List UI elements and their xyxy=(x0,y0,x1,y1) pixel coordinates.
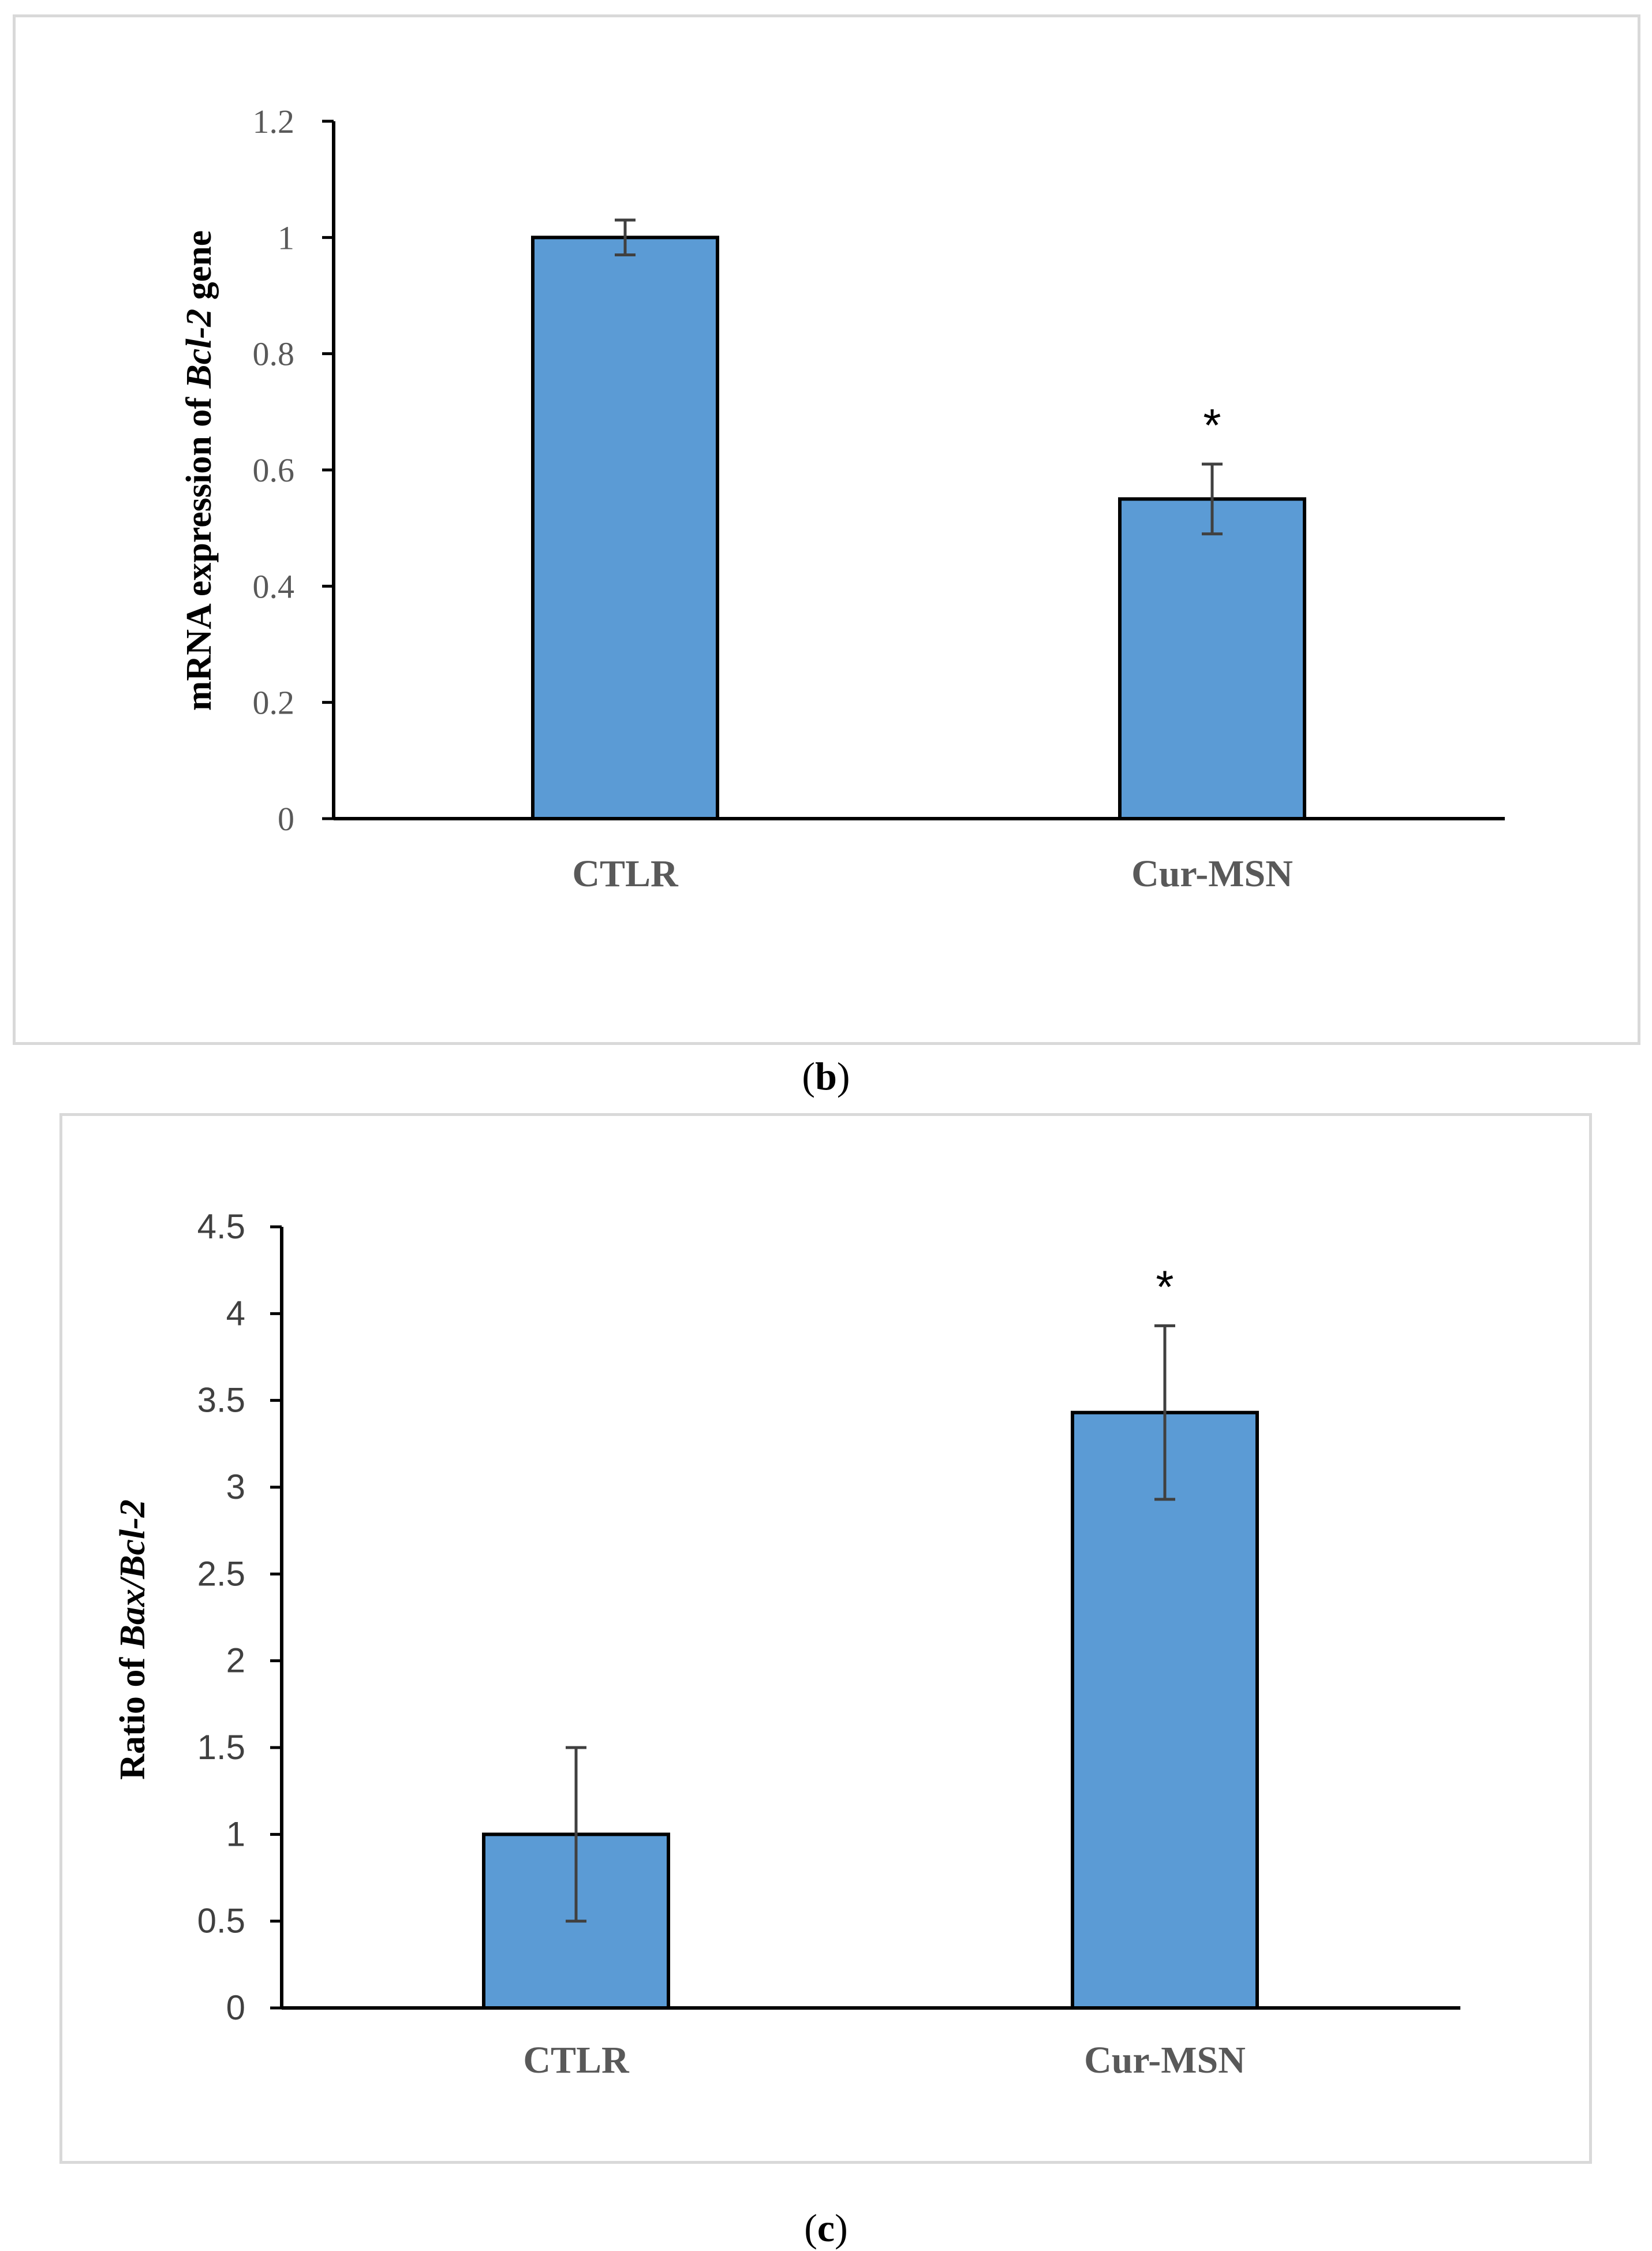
chart-c-y-tick-label: 1 xyxy=(226,1815,245,1853)
chart-c-y-tick-label: 4 xyxy=(226,1294,245,1332)
chart-b-y-tick-label: 0.8 xyxy=(253,335,295,373)
chart-c-y-tick-label: 0 xyxy=(226,1988,245,2027)
chart-b-significance-marker: * xyxy=(1203,400,1221,451)
chart-b-x-tick-label: CTLR xyxy=(572,853,679,895)
chart-c-y-tick-label: 1.5 xyxy=(197,1728,245,1767)
chart-b-y-tick-label: 0.2 xyxy=(253,684,295,722)
chart-c-y-tick-label: 4.5 xyxy=(197,1207,245,1246)
chart-c-y-axis-label: Ratio of Bax/Bcl-2 xyxy=(113,1499,152,1780)
chart-c-x-tick-label: Cur-MSN xyxy=(1084,2039,1246,2081)
chart-c-y-tick-label: 0.5 xyxy=(197,1902,245,1940)
chart-c-y-axis-label-part: Bax/Bcl-2 xyxy=(113,1499,152,1649)
chart-panel-c xyxy=(59,1113,1592,2164)
caption-b: (b) xyxy=(0,1054,1652,1099)
chart-c-y-tick-label: 3.5 xyxy=(197,1381,245,1420)
chart-panel-b xyxy=(13,14,1640,1045)
chart-c-y-tick-label: 3 xyxy=(226,1468,245,1506)
chart-b-y-tick-label: 1 xyxy=(278,219,294,256)
chart-c-y-tick-label: 2.5 xyxy=(197,1554,245,1593)
chart-b-x-tick-label: Cur-MSN xyxy=(1131,853,1293,895)
chart-b-y-tick-label: 0.4 xyxy=(253,568,295,605)
chart-b-y-tick-label: 0 xyxy=(278,800,294,838)
chart-b-y-axis-label-part: mRNA expression of xyxy=(180,389,219,711)
chart-b-y-axis-label-part: Bcl-2 xyxy=(180,309,219,389)
caption-b-open: ( xyxy=(802,1054,816,1098)
chart-b-y-axis-label-part: gene xyxy=(180,230,219,309)
chart-b-bar-cur-msn xyxy=(1118,497,1306,820)
caption-b-close: ) xyxy=(836,1054,850,1098)
chart-c-x-tick-label: CTLR xyxy=(523,2039,630,2081)
chart-b-bar-ctlr xyxy=(531,236,719,821)
chart-c-bar-cur-msn xyxy=(1071,1410,1259,2010)
chart-b-y-tick-label: 1.2 xyxy=(253,103,295,140)
chart-c-y-tick-label: 2 xyxy=(226,1641,245,1680)
chart-b-y-tick-label: 0.6 xyxy=(253,451,295,489)
chart-c-y-axis-label-part: Ratio of xyxy=(113,1649,152,1780)
caption-b-letter: b xyxy=(815,1054,837,1098)
chart-b-y-axis-label: mRNA expression of Bcl-2 gene xyxy=(180,230,219,711)
chart-c-significance-marker: * xyxy=(1156,1261,1173,1312)
